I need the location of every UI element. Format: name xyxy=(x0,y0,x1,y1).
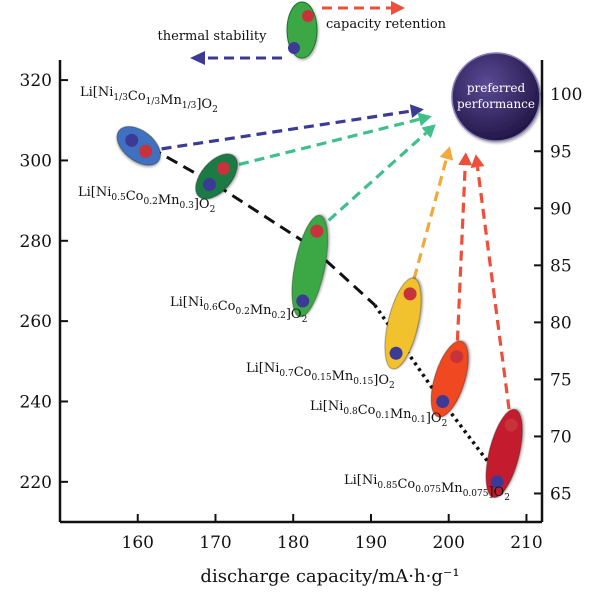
x-tick-label-1: 170 xyxy=(199,533,231,553)
y-right-tick-label-6: 95 xyxy=(550,142,572,162)
material-label-3: Li[Ni0.7Co0.15Mn0.15]O2 xyxy=(246,361,395,391)
y-right-tick-label-2: 75 xyxy=(550,370,572,390)
x-axis-title: discharge capacity/mA·h·g⁻¹ xyxy=(200,566,459,587)
trend-line-dashed xyxy=(133,137,376,307)
thermal-stability-point-1 xyxy=(202,178,216,192)
x-tick-label-5: 210 xyxy=(510,533,542,553)
material-ellipse-0 xyxy=(116,125,161,166)
y-left-tick-label-1: 240 xyxy=(20,392,52,412)
y-right-tick-label-7: 100 xyxy=(550,85,582,105)
thermal-stability-point-3 xyxy=(389,346,403,360)
capacity-retention-point-4 xyxy=(450,350,464,364)
preferred-label-line1: preferred xyxy=(467,81,526,95)
material-label-2: Li[Ni0.6Co0.2Mn0.2]O2 xyxy=(170,295,307,325)
legend-thermal-dot xyxy=(288,42,300,54)
capacity-retention-point-1 xyxy=(216,161,230,175)
arrowhead-3 xyxy=(439,146,454,161)
trend-layer xyxy=(133,137,505,483)
y-left-tick-label-5: 320 xyxy=(20,71,52,91)
y-left-tick-label-3: 280 xyxy=(20,232,52,252)
material-ellipse-2 xyxy=(291,214,329,318)
arrows-layer xyxy=(145,104,513,426)
thermal-stability-point-5 xyxy=(490,475,504,489)
y-left-tick-label-2: 260 xyxy=(20,312,52,332)
y-right-tick-label-0: 65 xyxy=(550,484,572,504)
legend-capacity-label: capacity retention xyxy=(326,17,447,32)
material-ellipse-5 xyxy=(485,408,523,499)
y-left-tick-label-0: 220 xyxy=(20,473,52,493)
arrow-line-5 xyxy=(475,166,513,426)
x-tick-label-3: 190 xyxy=(355,533,387,553)
arrowhead-1 xyxy=(417,112,432,127)
y-right-tick-label-3: 80 xyxy=(550,313,572,333)
x-tick-label-2: 180 xyxy=(277,533,309,553)
legend-capacity-dot xyxy=(302,10,314,22)
x-tick-label-4: 200 xyxy=(432,533,464,553)
material-label-4: Li[Ni0.8Co0.1Mn0.1]O2 xyxy=(310,399,447,429)
x-tick-label-0: 160 xyxy=(122,533,154,553)
y-right-tick-label-1: 70 xyxy=(550,427,572,447)
material-label-0: Li[Ni1/3Co1/3Mn1/3]O2 xyxy=(80,85,218,115)
preferred-performance-target: preferred performance xyxy=(451,52,541,142)
thermal-stability-point-0 xyxy=(125,133,139,147)
arrow-line-2 xyxy=(315,131,428,233)
material-label-1: Li[Ni0.5Co0.2Mn0.3]O2 xyxy=(78,185,215,215)
preferred-performance-circle xyxy=(451,52,541,142)
legend-thermal-label: thermal stability xyxy=(158,29,268,44)
y-left-tick-label-4: 300 xyxy=(20,151,52,171)
arrowhead-0 xyxy=(409,104,424,119)
capacity-retention-point-3 xyxy=(403,287,417,301)
labels-layer: Li[Ni1/3Co1/3Mn1/3]O2 Li[Ni0.5Co0.2Mn0.3]… xyxy=(78,85,510,503)
arrowhead-2 xyxy=(421,124,436,139)
capacity-retention-point-0 xyxy=(139,144,153,158)
ticks-layer: 160 170 180 190 200 210 220 240 260 280 300 320 65 70… xyxy=(20,71,583,553)
thermal-stability-point-2 xyxy=(296,294,310,308)
legend: thermal stability capacity retention xyxy=(158,1,447,65)
capacity-retention-point-5 xyxy=(504,418,518,432)
preferred-label-line2: performance xyxy=(457,97,535,111)
y-right-tick-label-4: 85 xyxy=(550,256,572,276)
arrow-line-1 xyxy=(223,117,420,170)
y-right-tick-label-5: 90 xyxy=(550,199,572,219)
legend-capacity-arrowhead xyxy=(391,1,405,15)
arrow-line-3 xyxy=(408,158,448,295)
arrow-line-0 xyxy=(145,109,412,153)
material-ellipse-3 xyxy=(384,277,422,370)
capacity-retention-point-2 xyxy=(310,224,324,238)
legend-thermal-arrowhead xyxy=(190,51,205,65)
markers-layer xyxy=(116,125,523,499)
axes xyxy=(58,60,544,524)
arrowhead-4 xyxy=(458,152,473,166)
arrowhead-5 xyxy=(470,154,485,168)
arrow-line-4 xyxy=(455,165,467,357)
thermal-stability-point-4 xyxy=(436,394,450,408)
material-ellipse-4 xyxy=(430,340,469,418)
material-label-5: Li[Ni0.85Co0.075Mn0.075]O2 xyxy=(344,473,510,503)
